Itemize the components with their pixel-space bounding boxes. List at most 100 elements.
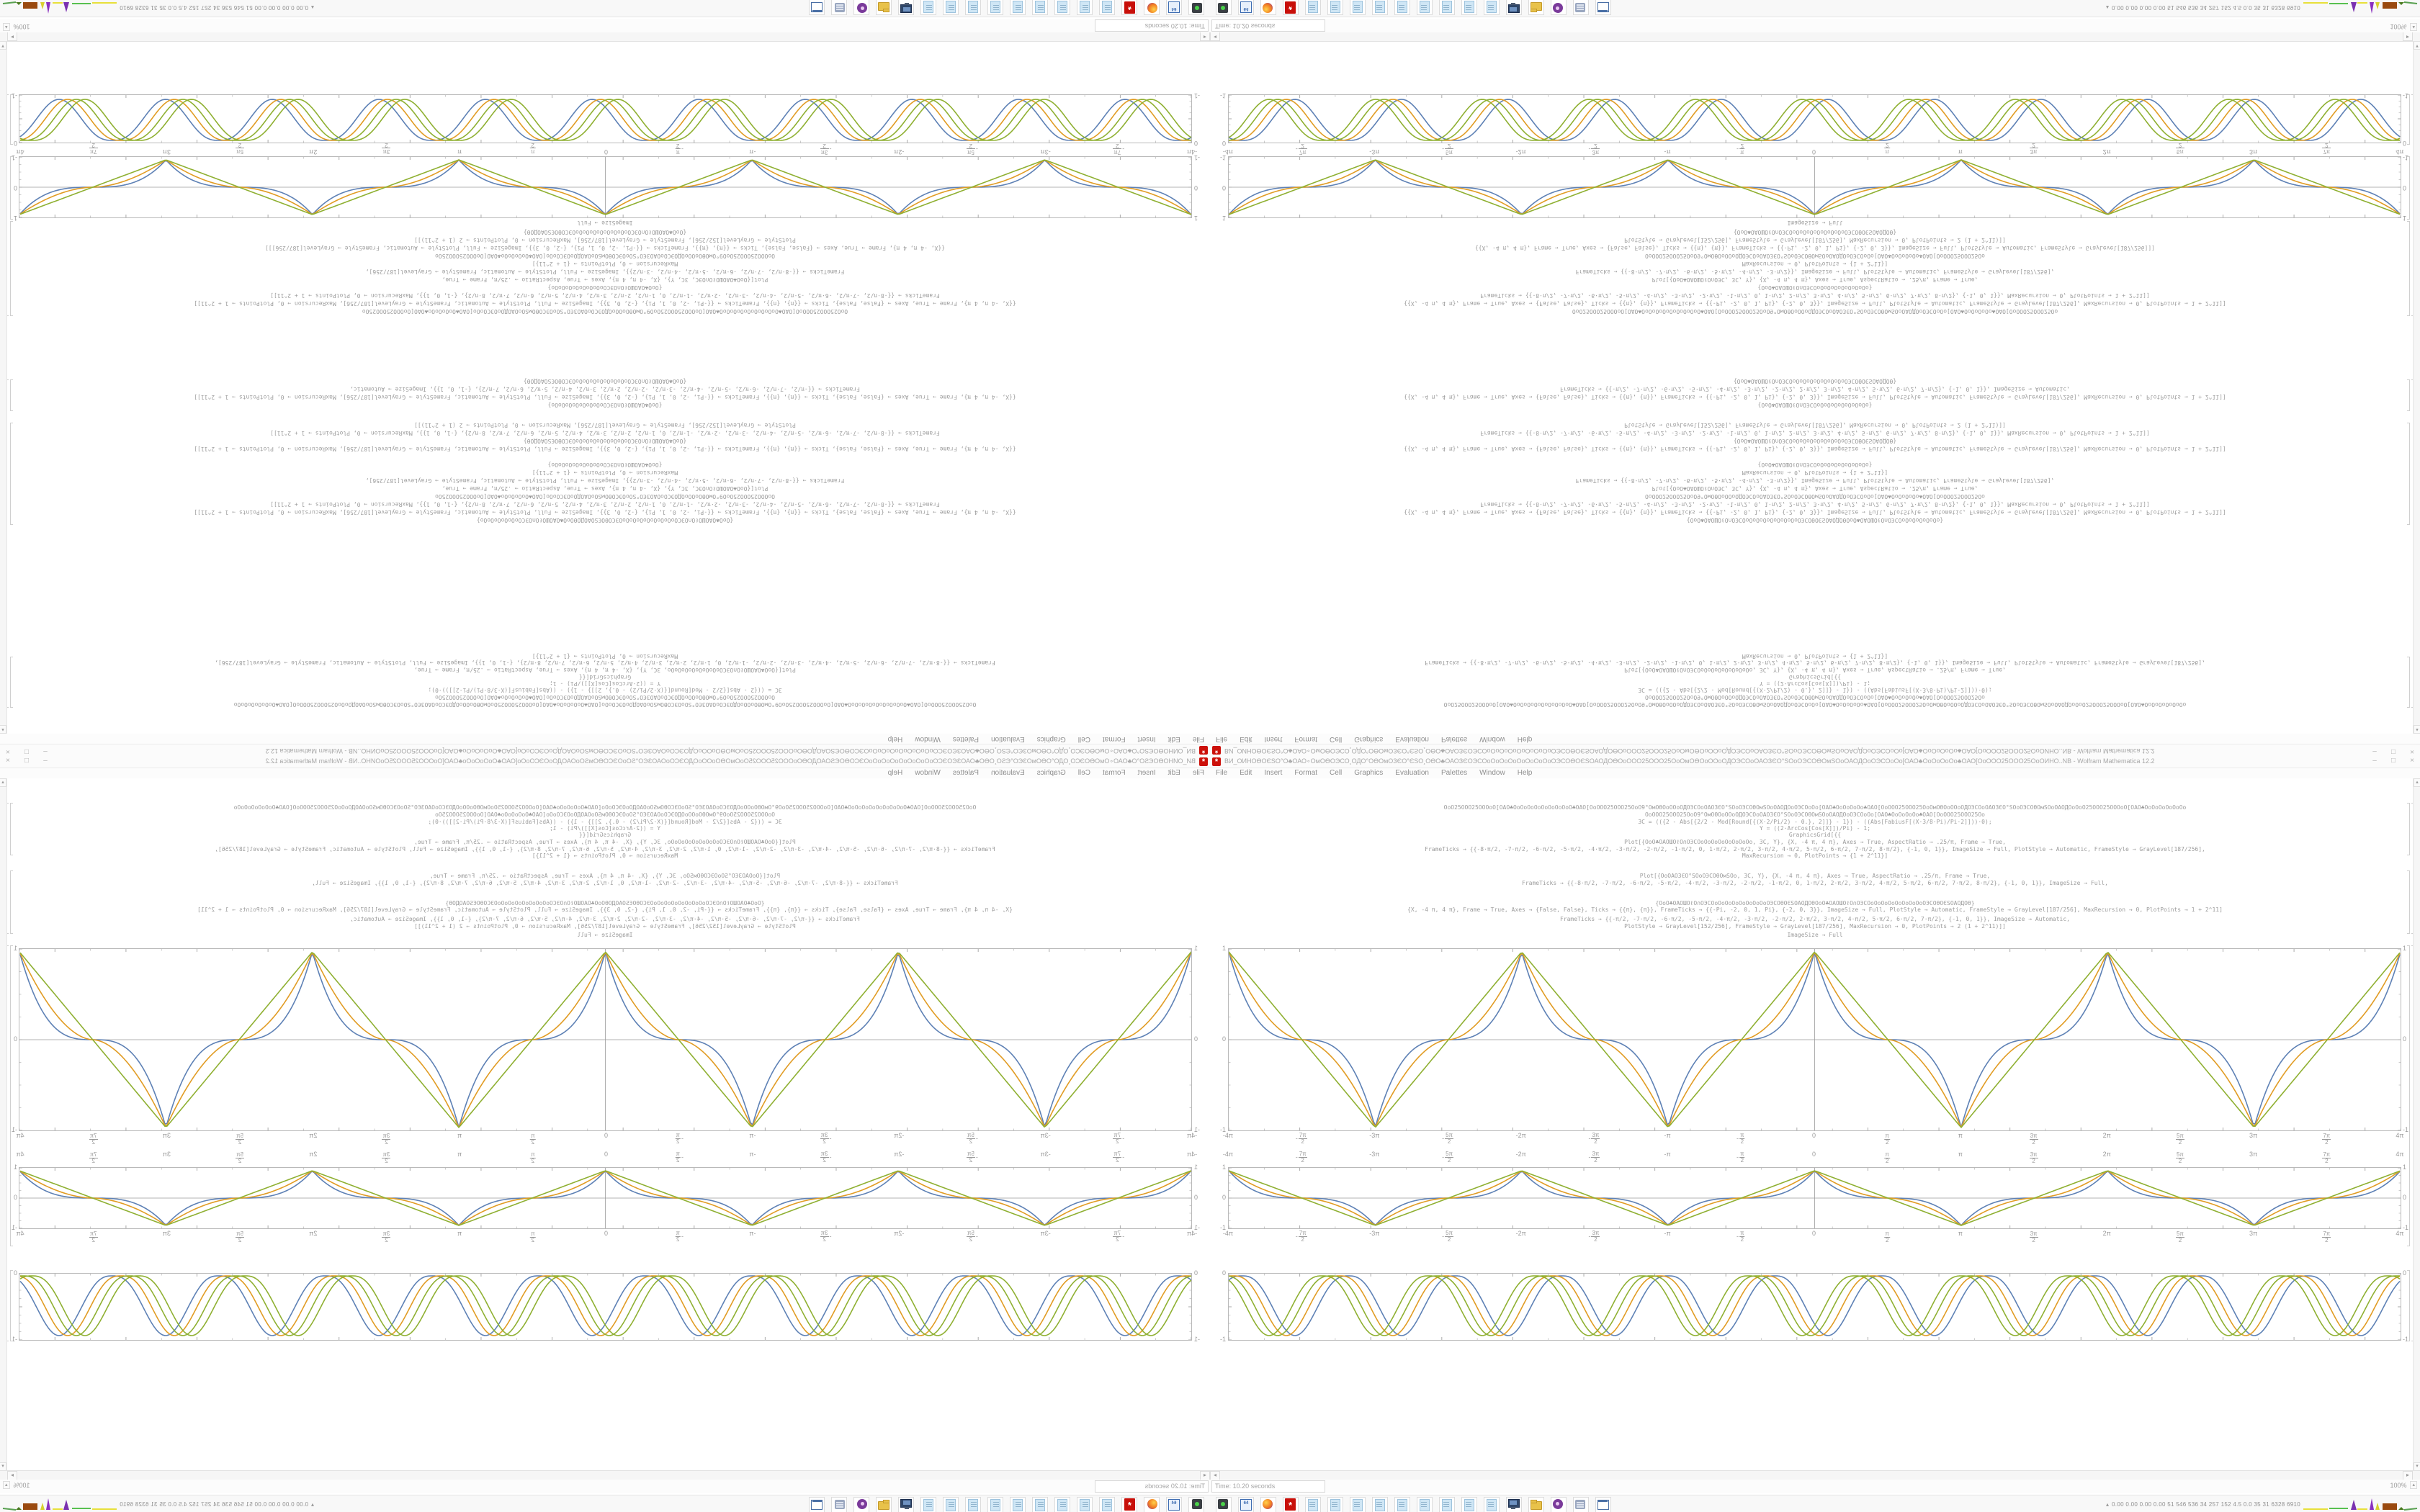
scroll-down-arrow[interactable]: ▾ xyxy=(0,41,6,50)
menu-item-evaluation[interactable]: Evaluation xyxy=(1395,769,1429,777)
notepad-icon[interactable] xyxy=(1394,0,1410,15)
menu-item-insert[interactable]: Insert xyxy=(1137,769,1156,777)
maximize-button[interactable]: □ xyxy=(2390,747,2396,755)
scroll-left-arrow[interactable]: ◂ xyxy=(1210,32,1220,41)
magnification-control[interactable]: 100% ▴ xyxy=(2390,1481,2417,1489)
notepad-icon[interactable] xyxy=(943,1497,959,1512)
notepad-icon[interactable] xyxy=(1305,0,1321,15)
cell-bracket[interactable] xyxy=(2407,156,2410,220)
vertical-scrollbar[interactable]: ▴ ▾ xyxy=(0,778,7,1471)
maximize-button[interactable]: □ xyxy=(2390,757,2396,765)
menu-item-help[interactable]: Help xyxy=(1517,735,1533,743)
cell-bracket[interactable] xyxy=(10,1270,13,1341)
notepad-icon[interactable] xyxy=(1054,1497,1070,1512)
horizontal-scrollbar[interactable]: ◂ ▸ xyxy=(0,1470,1210,1480)
cell-bracket[interactable] xyxy=(10,156,13,220)
notepad-icon[interactable] xyxy=(965,0,981,15)
cell-bracket[interactable] xyxy=(2407,221,2410,316)
system-monitor-app-icon[interactable] xyxy=(1216,0,1232,15)
console-window-icon[interactable] xyxy=(1595,1497,1611,1512)
zoom-dropdown-arrow-icon[interactable]: ▴ xyxy=(3,23,10,31)
minimize-button[interactable]: – xyxy=(43,747,48,755)
cell-bracket[interactable] xyxy=(10,945,13,1246)
mathematica-icon[interactable]: * xyxy=(1283,1497,1299,1512)
menu-item-format[interactable]: Format xyxy=(1102,735,1126,743)
scroll-left-arrow[interactable]: ◂ xyxy=(1200,32,1210,41)
cell-bracket[interactable] xyxy=(10,423,13,525)
menu-item-help[interactable]: Help xyxy=(1517,769,1533,777)
computer-icon[interactable] xyxy=(898,0,914,15)
folder-icon[interactable] xyxy=(876,1497,892,1512)
computer-icon[interactable] xyxy=(1506,0,1522,15)
menu-item-graphics[interactable]: Graphics xyxy=(1354,735,1384,743)
cell-bracket[interactable] xyxy=(2407,94,2410,145)
menu-item-graphics[interactable]: Graphics xyxy=(1036,769,1066,777)
menu-item-window[interactable]: Window xyxy=(915,769,941,777)
notepad-icon[interactable] xyxy=(1372,1497,1388,1512)
menu-item-graphics[interactable]: Graphics xyxy=(1354,769,1384,777)
monitor-expand-icon[interactable]: ▴ xyxy=(2106,1500,2110,1508)
menu-item-format[interactable]: Format xyxy=(1294,735,1318,743)
notepad-icon[interactable] xyxy=(1394,1497,1410,1512)
cell-bracket[interactable] xyxy=(10,657,13,708)
cell-bracket[interactable] xyxy=(2407,657,2410,708)
computer-icon[interactable] xyxy=(1506,1497,1522,1512)
notepad-icon[interactable] xyxy=(1010,1497,1026,1512)
floppy-64-icon[interactable]: 64 xyxy=(1166,1497,1182,1512)
notepad-icon[interactable] xyxy=(1372,0,1388,15)
console-window-icon[interactable] xyxy=(809,0,825,15)
scroll-up-arrow[interactable]: ▴ xyxy=(2414,725,2420,734)
menu-item-palettes[interactable]: Palettes xyxy=(1441,735,1468,743)
scroll-down-arrow[interactable]: ▾ xyxy=(2414,41,2420,50)
vertical-scrollbar[interactable]: ▴ ▾ xyxy=(2413,41,2420,734)
minimize-button[interactable]: – xyxy=(2372,757,2377,765)
console-window-icon[interactable] xyxy=(1595,0,1611,15)
menu-item-insert[interactable]: Insert xyxy=(1264,735,1283,743)
scroll-icon[interactable] xyxy=(1573,1497,1589,1512)
notepad-icon[interactable] xyxy=(1484,1497,1500,1512)
scroll-icon[interactable] xyxy=(831,0,847,15)
purple-app-icon[interactable] xyxy=(1551,0,1567,15)
mathematica-icon[interactable]: * xyxy=(1121,1497,1137,1512)
folder-icon[interactable] xyxy=(1528,0,1544,15)
magnification-control[interactable]: 100% ▴ xyxy=(3,1481,30,1489)
notepad-icon[interactable] xyxy=(1484,0,1500,15)
notepad-icon[interactable] xyxy=(1077,0,1093,15)
system-monitor-app-icon[interactable] xyxy=(1188,0,1204,15)
horizontal-scrollbar[interactable]: ◂ ▸ xyxy=(0,32,1210,42)
menu-item-evaluation[interactable]: Evaluation xyxy=(991,769,1025,777)
firefox-icon[interactable] xyxy=(1260,1497,1276,1512)
console-window-icon[interactable] xyxy=(809,1497,825,1512)
folder-icon[interactable] xyxy=(1528,1497,1544,1512)
menu-item-file[interactable]: File xyxy=(1216,769,1228,777)
notepad-icon[interactable] xyxy=(1327,0,1343,15)
system-monitor-app-icon[interactable] xyxy=(1216,1497,1232,1512)
notepad-icon[interactable] xyxy=(1327,1497,1343,1512)
notepad-icon[interactable] xyxy=(987,1497,1003,1512)
close-button[interactable]: × xyxy=(6,747,10,755)
menu-item-edit[interactable]: Edit xyxy=(1168,735,1180,743)
maximize-button[interactable]: □ xyxy=(24,757,30,765)
menu-item-file[interactable]: File xyxy=(1192,735,1204,743)
notepad-icon[interactable] xyxy=(1417,1497,1433,1512)
notepad-icon[interactable] xyxy=(1032,1497,1048,1512)
scroll-icon[interactable] xyxy=(831,1497,847,1512)
maximize-button[interactable]: □ xyxy=(24,747,30,755)
menu-item-window[interactable]: Window xyxy=(915,735,941,743)
notepad-icon[interactable] xyxy=(1461,1497,1477,1512)
floppy-64-icon[interactable]: 64 xyxy=(1238,1497,1254,1512)
scroll-right-arrow[interactable]: ▸ xyxy=(2403,32,2413,41)
scroll-right-arrow[interactable]: ▸ xyxy=(7,32,17,41)
menu-item-palettes[interactable]: Palettes xyxy=(952,769,979,777)
vertical-scrollbar[interactable]: ▴ ▾ xyxy=(0,41,7,734)
scroll-up-arrow[interactable]: ▴ xyxy=(0,725,6,734)
menu-item-edit[interactable]: Edit xyxy=(1168,769,1180,777)
notepad-icon[interactable] xyxy=(943,0,959,15)
menu-item-graphics[interactable]: Graphics xyxy=(1036,735,1066,743)
notepad-icon[interactable] xyxy=(1350,0,1366,15)
menu-item-evaluation[interactable]: Evaluation xyxy=(1395,735,1429,743)
scroll-up-arrow[interactable]: ▴ xyxy=(0,778,6,787)
computer-icon[interactable] xyxy=(898,1497,914,1512)
monitor-expand-icon[interactable]: ▴ xyxy=(2106,4,2110,12)
scroll-up-arrow[interactable]: ▴ xyxy=(2414,778,2420,787)
